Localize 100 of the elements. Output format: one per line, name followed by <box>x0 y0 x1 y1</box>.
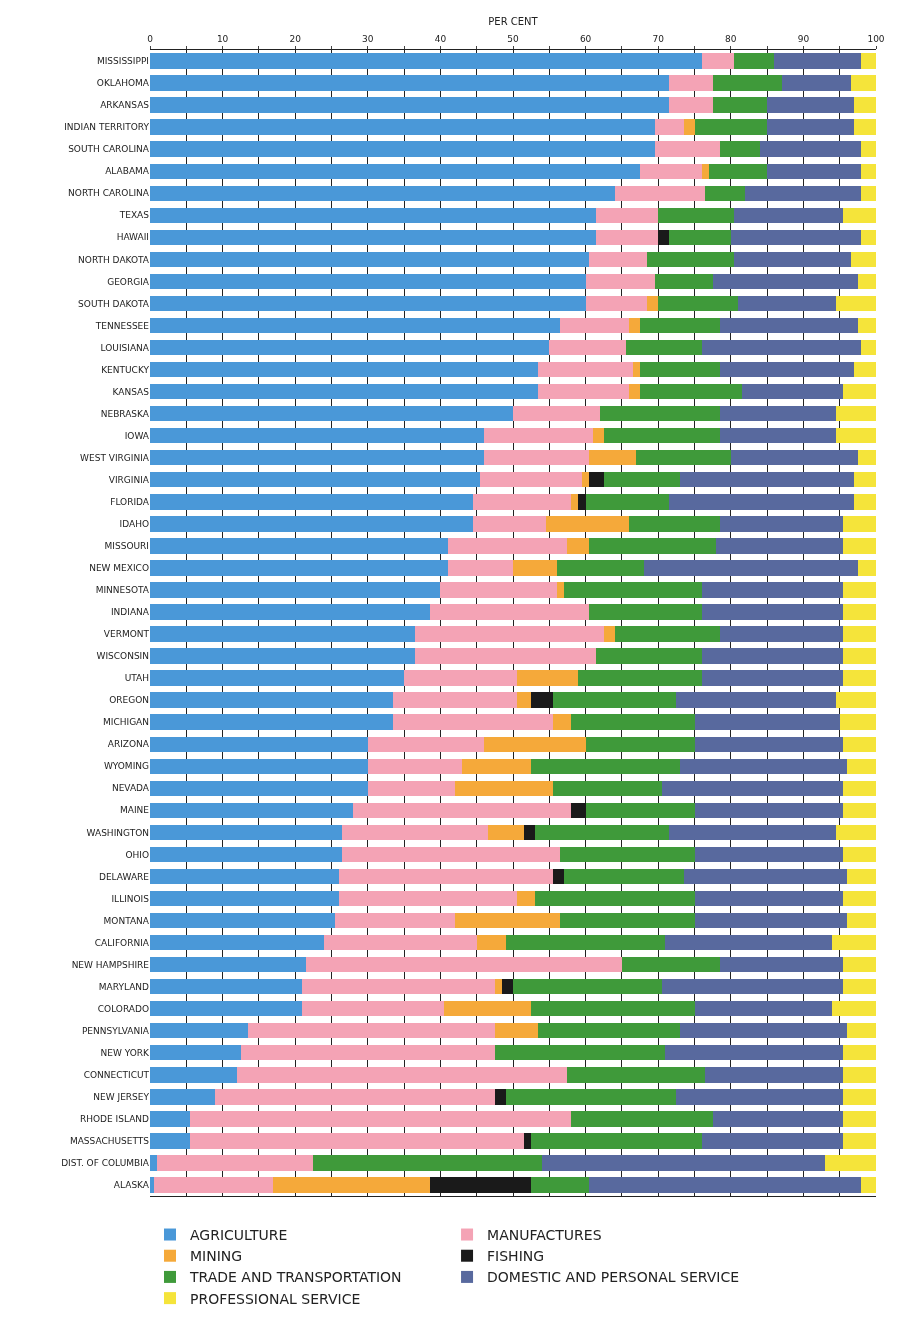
y-tick-label: TENNESSEE <box>94 320 150 331</box>
bar <box>846 868 876 885</box>
bar <box>462 758 532 774</box>
bar <box>683 868 847 885</box>
bar <box>150 472 481 488</box>
bar <box>150 560 448 576</box>
bar <box>150 802 354 819</box>
bar <box>494 1023 539 1039</box>
y-tick-label: VIRGINIA <box>108 474 150 485</box>
bar <box>473 494 572 510</box>
bar <box>836 295 876 312</box>
bar <box>843 648 876 664</box>
bar <box>712 1111 844 1127</box>
bar <box>734 207 844 223</box>
y-tick-label: MAINE <box>120 805 150 816</box>
bar <box>669 824 837 841</box>
bar <box>342 846 561 863</box>
bar <box>629 516 720 532</box>
bar <box>694 890 844 907</box>
legend-label: DOMESTIC AND PERSONAL SERVICE <box>487 1269 740 1286</box>
bar <box>857 317 876 334</box>
bar <box>843 1111 876 1127</box>
bar <box>843 538 876 554</box>
bar <box>836 824 876 841</box>
bar <box>854 97 876 113</box>
bar <box>552 692 677 708</box>
bar <box>658 207 735 223</box>
bar <box>592 427 604 444</box>
bar <box>643 560 858 576</box>
bar <box>585 273 655 290</box>
bar <box>683 119 695 135</box>
bar <box>560 317 630 334</box>
bar <box>560 846 695 863</box>
y-tick-label: CALIFORNIA <box>94 937 150 948</box>
bar <box>843 383 876 400</box>
bar <box>705 185 746 201</box>
bar <box>701 582 844 598</box>
bar <box>150 295 586 312</box>
bar <box>150 317 561 334</box>
bar <box>738 295 837 312</box>
bar <box>494 978 503 995</box>
y-tick-label: KANSAS <box>112 386 150 397</box>
bar <box>150 405 513 422</box>
y-tick-label: VERMONT <box>103 629 150 640</box>
bar <box>150 383 539 400</box>
y-tick-label: WYOMING <box>103 761 150 772</box>
bar <box>774 53 862 69</box>
bar <box>647 251 735 268</box>
bar <box>843 1045 876 1061</box>
y-tick-label: WASHINGTON <box>86 827 149 838</box>
bar <box>854 361 876 378</box>
bar <box>603 472 680 488</box>
bar <box>759 141 862 157</box>
bar <box>640 361 720 378</box>
bar <box>719 516 844 532</box>
bar <box>640 317 720 334</box>
bar <box>150 119 655 135</box>
bar <box>150 97 670 113</box>
bar <box>150 450 484 466</box>
bar <box>157 1155 314 1171</box>
bar <box>767 119 855 135</box>
bar <box>719 626 844 642</box>
bar <box>513 560 557 576</box>
bar <box>447 538 568 554</box>
bar <box>552 868 564 885</box>
bar <box>654 119 684 135</box>
bar <box>150 626 415 642</box>
bar <box>625 339 702 356</box>
bar <box>861 163 876 179</box>
bar <box>825 1155 876 1171</box>
bar <box>589 251 648 268</box>
bar <box>701 53 735 69</box>
legend-label: MANUFACTURES <box>487 1226 602 1243</box>
bar <box>603 626 615 642</box>
bar <box>843 978 876 995</box>
bar <box>237 1067 568 1083</box>
bar <box>150 229 597 246</box>
bar <box>694 846 844 863</box>
bar <box>150 273 586 290</box>
bar <box>215 1089 495 1105</box>
bar <box>150 934 325 951</box>
bar <box>454 780 553 796</box>
bar <box>150 251 590 268</box>
bar <box>741 383 844 400</box>
bar <box>694 802 844 819</box>
bar <box>150 339 550 356</box>
bar <box>545 516 630 532</box>
bar <box>719 405 837 422</box>
bar <box>719 361 855 378</box>
bar <box>534 890 695 907</box>
y-tick-label: MISSOURI <box>104 541 149 552</box>
bar <box>150 141 655 157</box>
bar <box>730 450 858 466</box>
x-tick-label: 30 <box>362 34 374 45</box>
y-tick-label: WEST VIRGINIA <box>80 452 150 463</box>
bar <box>483 450 590 466</box>
bar <box>414 626 604 642</box>
y-tick-label: ILLINOIS <box>111 893 150 904</box>
bar <box>843 802 876 819</box>
bar <box>516 692 532 708</box>
